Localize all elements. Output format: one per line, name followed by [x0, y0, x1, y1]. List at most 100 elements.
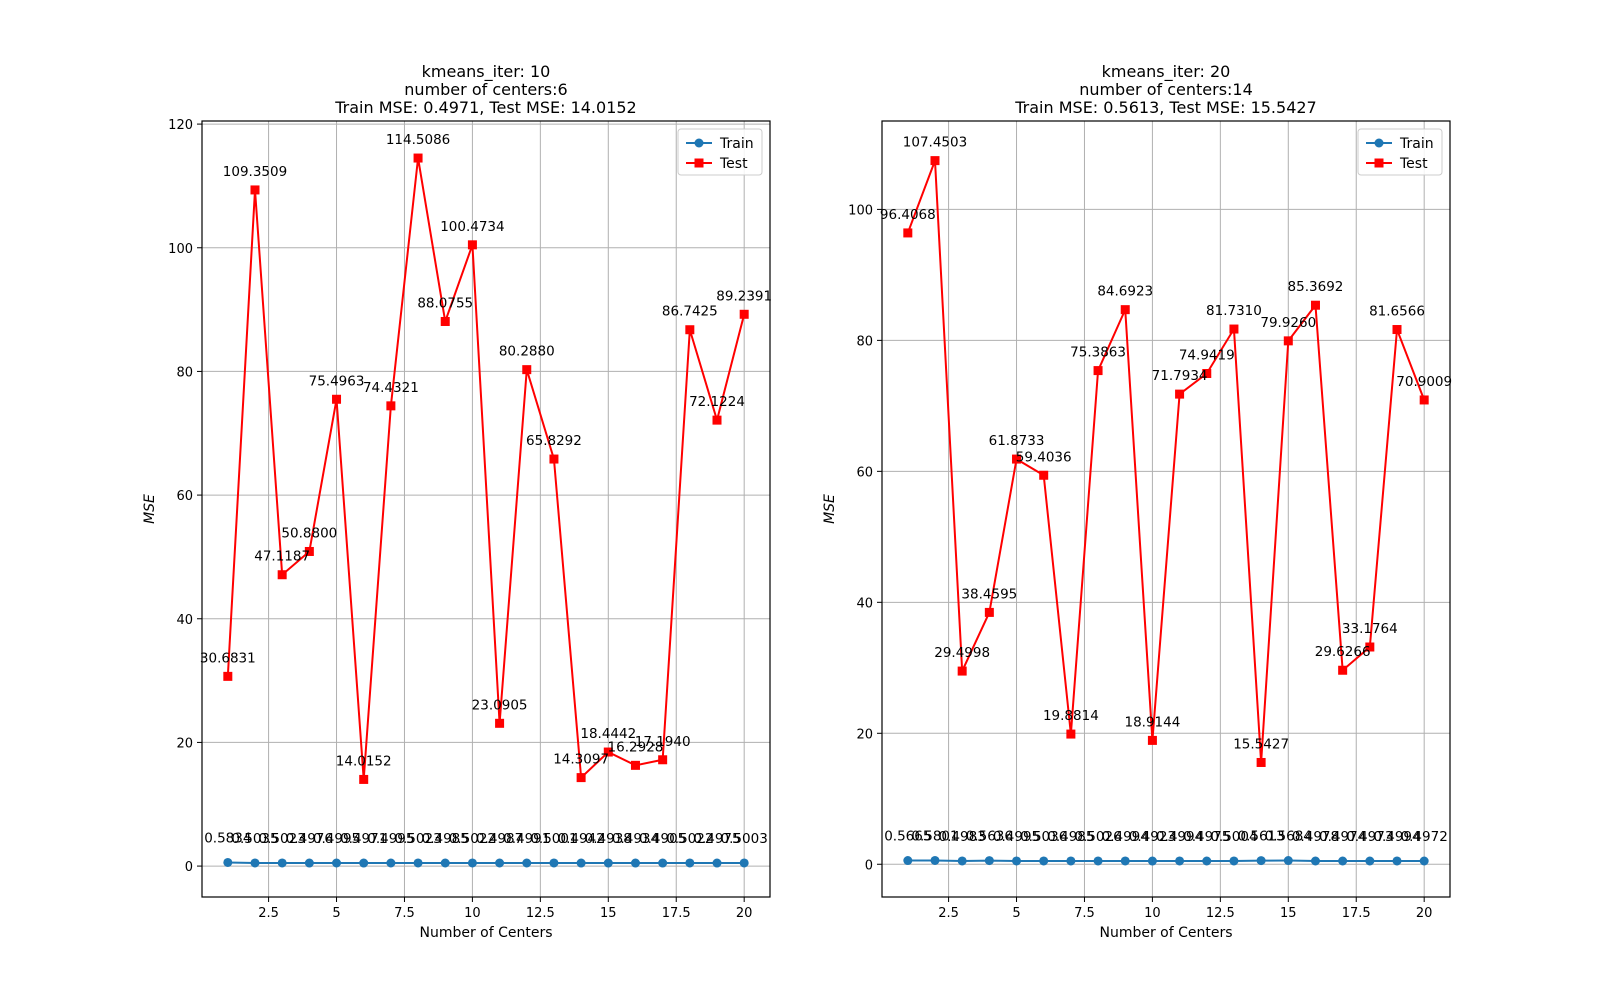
y-axis-label: MSE: [142, 494, 158, 524]
data-point-test: [930, 156, 940, 166]
series-test: 30.6831 109.3509 47.1187 50.8800 75.4963 14.0…: [200, 132, 772, 784]
data-point-train: [277, 858, 287, 868]
data-point-train: [1365, 856, 1375, 866]
chart-title-line: Train MSE: 0.5613, Test MSE: 15.5427: [1014, 98, 1316, 117]
data-label-test: 74.9419: [1179, 347, 1235, 363]
y-tick-label: 0: [865, 858, 873, 873]
x-tick-label: 7.5: [1074, 906, 1095, 921]
data-point-test: [576, 773, 586, 783]
data-label-train: 0.4995: [313, 831, 360, 847]
data-point-train: [603, 858, 613, 868]
data-label-test: 33.1764: [1342, 621, 1398, 637]
data-label-test: 16.2928: [608, 739, 664, 755]
data-point-test: [440, 316, 450, 326]
data-point-test: [386, 401, 396, 411]
y-tick-label: 0: [185, 860, 193, 875]
data-point-train: [250, 858, 260, 868]
data-point-test: [467, 240, 477, 250]
x-tick-label: 17.5: [662, 906, 691, 921]
data-label-test: 15.5427: [1233, 736, 1289, 752]
data-point-test: [1283, 336, 1293, 346]
data-point-test: [223, 671, 233, 681]
data-label-test: 30.6831: [200, 650, 256, 666]
data-point-test: [522, 365, 532, 375]
data-point-train: [1392, 856, 1402, 866]
data-label-test: 59.4036: [1016, 449, 1072, 465]
data-point-test: [1093, 366, 1103, 376]
data-point-test: [1175, 389, 1185, 399]
y-tick-label: 20: [856, 727, 873, 742]
data-point-test: [277, 570, 287, 580]
data-label-test: 19.8814: [1043, 708, 1099, 724]
data-point-train: [1147, 856, 1157, 866]
data-point-test: [903, 228, 913, 238]
data-label-train: 0.5003: [721, 831, 768, 847]
y-tick-label: 100: [848, 203, 873, 218]
x-tick-label: 10: [1144, 906, 1161, 921]
data-point-train: [1310, 856, 1320, 866]
data-label-test: 14.0152: [336, 753, 392, 769]
data-label-train: 0.4978: [1292, 829, 1339, 845]
data-label-test: 80.2880: [499, 344, 555, 360]
data-label-test: 74.4321: [363, 380, 419, 396]
y-tick-label: 120: [168, 118, 193, 133]
x-tick-label: 20: [736, 906, 753, 921]
x-tick-label: 7.5: [394, 906, 415, 921]
data-point-test: [495, 718, 505, 728]
data-label-test: 29.4998: [934, 645, 990, 661]
data-label-train: 0.5801: [911, 828, 958, 844]
data-point-train: [1202, 856, 1212, 866]
data-point-test: [250, 185, 260, 195]
chart-right: 2.5 5 7.5 10 12.5 15 17.5 20 0 20 40 60 80 100 Number …: [822, 62, 1452, 941]
x-axis-label: Number of Centers: [419, 925, 552, 941]
data-label-test: 85.3692: [1288, 279, 1344, 295]
y-tick-label: 80: [176, 365, 193, 380]
legend-label-train: Train: [1399, 136, 1434, 152]
series-train: 0.56650.58010.49830.56360.49950.50360.49…: [884, 828, 1448, 866]
data-label-train: 0.4934: [612, 831, 659, 847]
data-label-test: 88.0755: [417, 295, 473, 311]
data-label-train: 0.4976: [286, 831, 333, 847]
data-label-test: 89.2391: [716, 288, 772, 304]
data-label-train: 0.5636: [966, 829, 1013, 845]
data-label-test: 75.3863: [1070, 345, 1126, 361]
series-test: 96.4068 107.4503 29.4998 38.4595 61.873359.4…: [880, 135, 1452, 767]
data-label-test: 75.4963: [309, 373, 365, 389]
data-point-train: [576, 858, 586, 868]
x-tick-label: 12.5: [526, 906, 555, 921]
y-tick-label: 100: [168, 242, 193, 257]
data-label-train: 0.4923: [1129, 829, 1176, 845]
data-point-test: [1012, 454, 1022, 464]
data-point-train: [712, 858, 722, 868]
data-label-train: 0.5665: [884, 829, 931, 845]
data-label-test: 61.8733: [989, 433, 1045, 449]
data-label-train: 0.5023: [394, 831, 441, 847]
data-point-train: [984, 856, 994, 866]
data-point-train: [1283, 856, 1293, 866]
data-label-train: 0.4974: [1319, 829, 1366, 845]
chart-title-line: number of centers:14: [1079, 80, 1253, 99]
data-label-train: 0.5834: [204, 830, 251, 846]
data-point-train: [1229, 856, 1239, 866]
x-tick-label: 5: [332, 906, 340, 921]
data-point-test: [304, 546, 314, 556]
y-axis-label: MSE: [822, 494, 838, 524]
data-point-test: [658, 755, 668, 765]
data-point-test: [332, 394, 342, 404]
data-point-train: [930, 855, 940, 865]
data-label-test: 81.6566: [1369, 304, 1425, 320]
data-label-train: 0.4938: [585, 831, 632, 847]
x-tick-label: 17.5: [1342, 906, 1371, 921]
data-label-test: 18.4442: [580, 726, 636, 742]
legend: Train Test: [677, 128, 763, 176]
data-point-test: [359, 774, 369, 784]
data-point-train: [685, 858, 695, 868]
plot-frame: [881, 120, 1451, 898]
data-point-test: [957, 666, 967, 676]
legend-label-test: Test: [1399, 156, 1428, 172]
chart-title-line: kmeans_iter: 10: [422, 62, 551, 82]
data-label-test: 86.7425: [662, 304, 718, 320]
legend-marker-train: [694, 138, 704, 148]
data-point-test: [1147, 735, 1157, 745]
